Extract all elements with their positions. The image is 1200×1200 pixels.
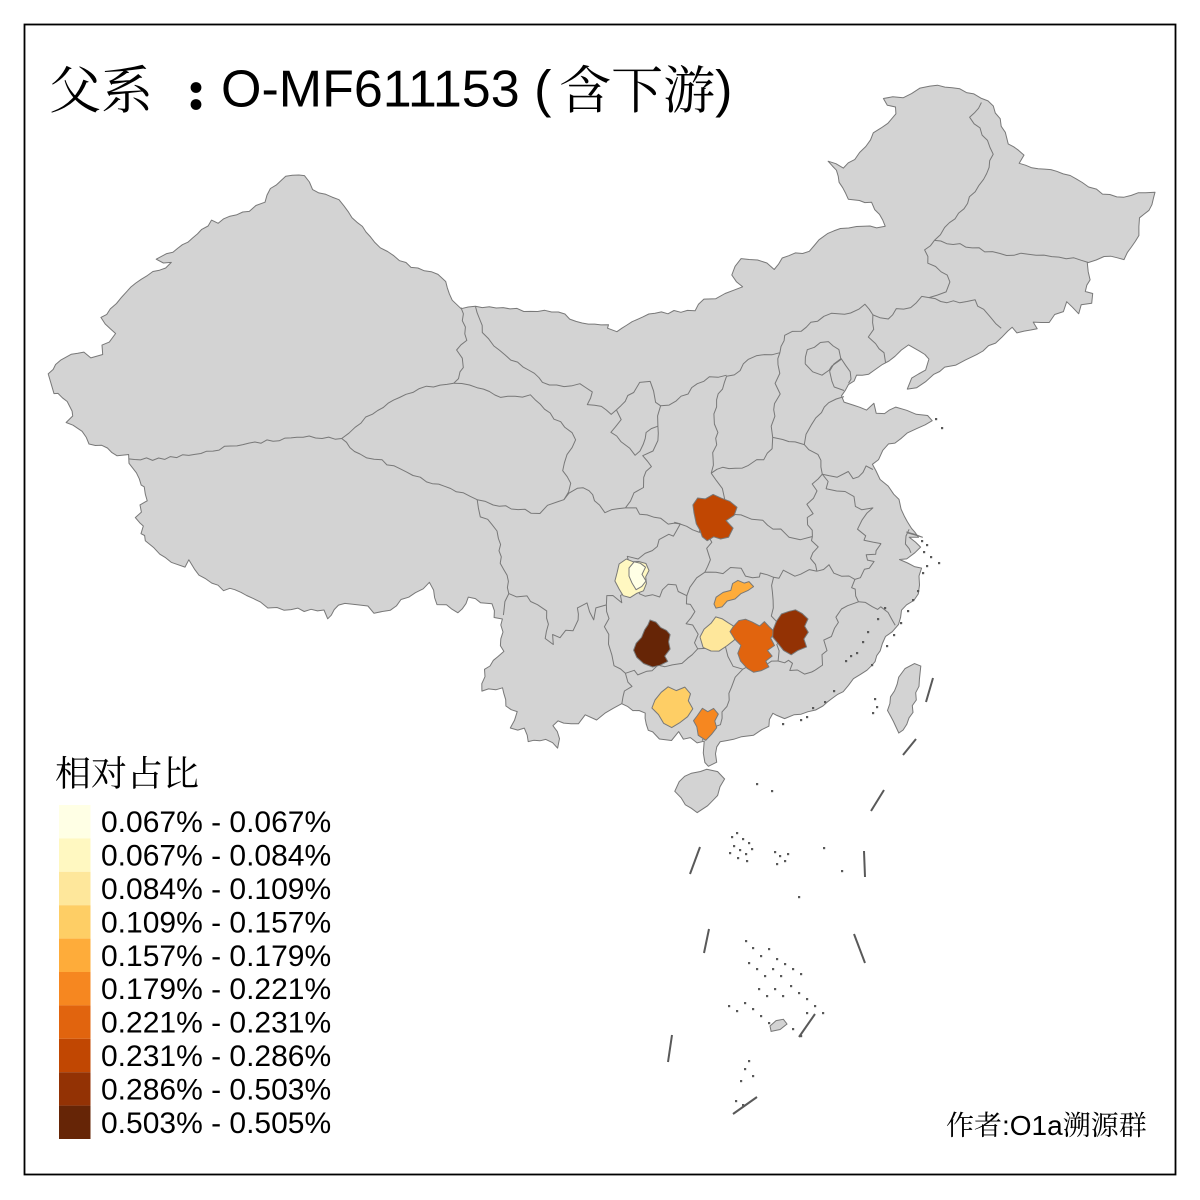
svg-text:0.179% - 0.221%: 0.179% - 0.221% [101, 973, 331, 1006]
svg-text:): ) [715, 61, 732, 119]
svg-text:0.067% - 0.084%: 0.067% - 0.084% [101, 840, 331, 873]
svg-text:0.503% - 0.505%: 0.503% - 0.505% [101, 1107, 331, 1140]
svg-text:0.067% - 0.067%: 0.067% - 0.067% [101, 806, 331, 839]
svg-text:0.221% - 0.231%: 0.221% - 0.231% [101, 1007, 331, 1040]
svg-text:0.157% - 0.179%: 0.157% - 0.179% [101, 940, 331, 973]
svg-text:0.231% - 0.286%: 0.231% - 0.286% [101, 1040, 331, 1073]
svg-text:0.109% - 0.157%: 0.109% - 0.157% [101, 906, 331, 939]
svg-text:0.286% - 0.503%: 0.286% - 0.503% [101, 1073, 331, 1106]
svg-text:0.084% - 0.109%: 0.084% - 0.109% [101, 873, 331, 906]
svg-text::O1a: :O1a [1002, 1110, 1063, 1141]
svg-text:O-MF611153 (: O-MF611153 ( [221, 61, 552, 119]
